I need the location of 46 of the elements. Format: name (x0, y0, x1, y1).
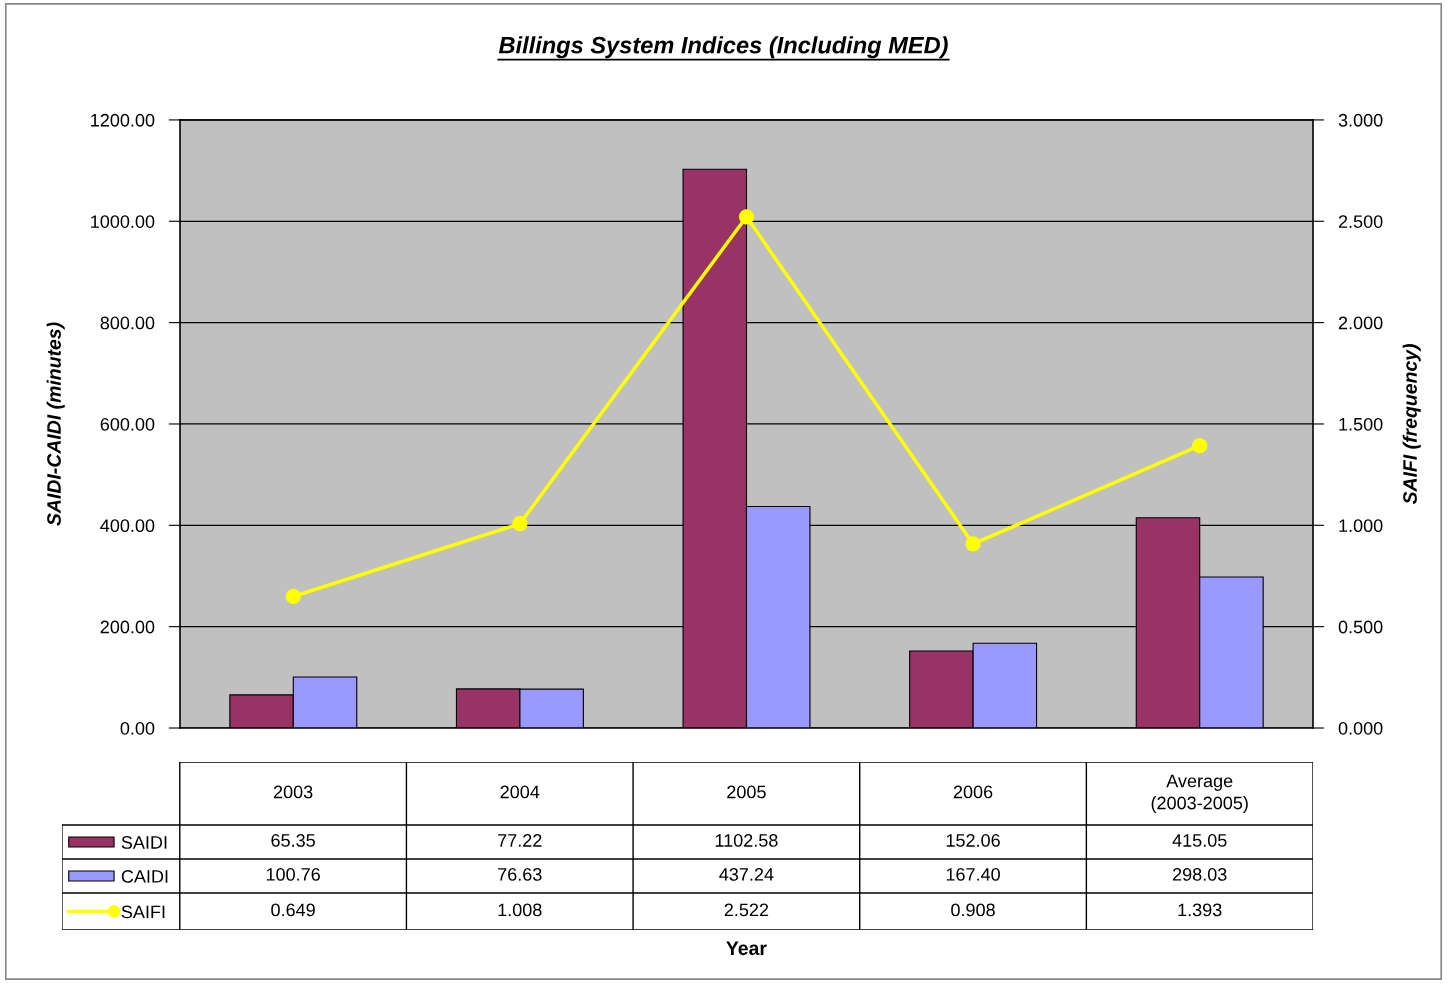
data-label: 76.63 (498, 868, 542, 881)
data-label: 100.76 (266, 868, 320, 881)
point (965, 536, 981, 552)
data-label: 415.05 (1172, 834, 1227, 847)
y-tick-label: 800.00 (100, 316, 155, 330)
y2-tick-label: 2.500 (1338, 215, 1383, 228)
y2-tick-label: 0.500 (1338, 620, 1383, 634)
y2-tick-label: 0.000 (1338, 721, 1383, 735)
point (285, 588, 301, 605)
data-label: 77.22 (498, 834, 542, 847)
text: Year (726, 941, 767, 956)
data-label: 1.393 (1178, 903, 1222, 917)
point (512, 516, 528, 532)
y-tick-label: 400.00 (100, 519, 155, 533)
y-tick-label: 0.00 (120, 721, 155, 735)
legend-label: SAIDI (121, 836, 167, 849)
data-label: 152.06 (946, 834, 1000, 847)
y2-tick-label: 3.000 (1338, 113, 1383, 127)
data-label: 65.35 (271, 834, 315, 847)
x-tick-label: Average (2003-2005) (1151, 774, 1248, 813)
x-tick-label: 2006 (953, 785, 993, 799)
y-tick-label: 1200.00 (91, 113, 155, 127)
point (1192, 438, 1208, 454)
y2-tick-label: 2.000 (1338, 316, 1383, 330)
x-tick-label: 2005 (727, 785, 766, 799)
data-label: 167.40 (946, 868, 1000, 881)
legend-label: CAIDI (121, 870, 168, 883)
y2-tick-label: 1.500 (1339, 417, 1383, 431)
data-label: 0.649 (271, 903, 315, 917)
legend-label: SAIFI (121, 905, 165, 919)
y2-axis-title: SAIFI (frequency) (1402, 344, 1421, 505)
point (738, 209, 755, 225)
chart-title: Billings System Indices (Including MED) (498, 36, 948, 59)
y-axis-title: SAIDI-CAIDI (minutes) (46, 322, 65, 526)
data-label: 2.522 (724, 903, 769, 917)
y-tick-label: 200.00 (100, 620, 155, 634)
data-label: 1.008 (498, 903, 542, 917)
data-label: 298.03 (1172, 868, 1227, 881)
x-tick-label: 2004 (500, 785, 540, 799)
x-tick-label: 2003 (273, 785, 313, 799)
y2-tick-label: 1.000 (1339, 519, 1383, 533)
data-label: 1102.58 (715, 834, 778, 847)
y-tick-label: 1000.00 (91, 215, 155, 228)
data-label: 0.908 (951, 903, 995, 917)
data-label: 437.24 (719, 868, 774, 881)
y-tick-label: 600.00 (100, 417, 155, 431)
